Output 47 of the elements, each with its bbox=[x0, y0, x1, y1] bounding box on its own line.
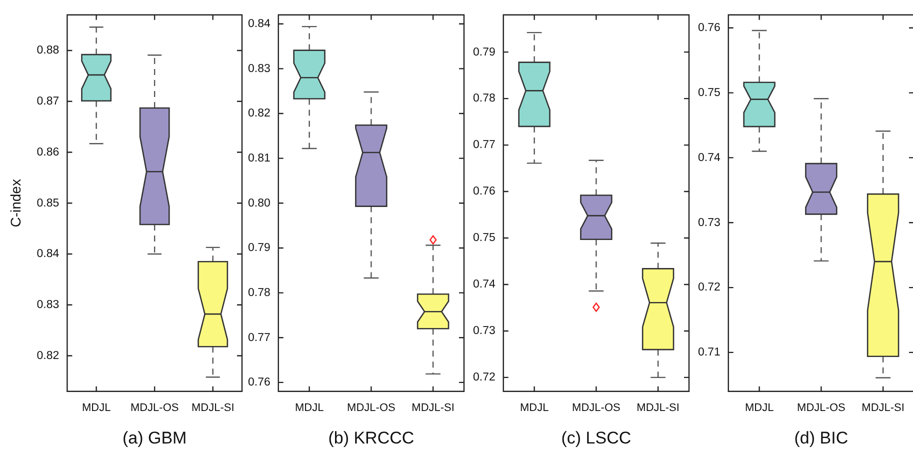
y-tick-label: 0.83 bbox=[248, 62, 270, 75]
y-tick-label: 0.76 bbox=[248, 376, 270, 389]
y-tick-label: 0.77 bbox=[472, 139, 496, 152]
y-tick-label: 0.72 bbox=[472, 372, 496, 384]
x-tick-label: MDJL bbox=[744, 402, 774, 414]
x-tick-label: MDJL bbox=[82, 402, 111, 414]
x-axis-title: (d) BIC bbox=[794, 428, 848, 448]
x-tick-label: MDJL-SI bbox=[862, 402, 904, 414]
y-tick-label: 0.87 bbox=[36, 96, 60, 108]
x-axis-title: (a) GBM bbox=[122, 428, 187, 448]
y-tick-label: 0.78 bbox=[472, 92, 496, 105]
y-tick-label: 0.81 bbox=[248, 152, 270, 164]
y-tick-label: 0.74 bbox=[472, 278, 496, 291]
y-tick-label: 0.76 bbox=[472, 186, 496, 198]
y-tick-label: 0.76 bbox=[698, 22, 720, 34]
y-tick-label: 0.74 bbox=[698, 152, 721, 164]
x-tick-label: MDJL-SI bbox=[191, 402, 234, 414]
y-axis-title: C-index bbox=[7, 179, 24, 228]
y-tick-label: 0.77 bbox=[248, 332, 270, 344]
y-tick-label: 0.82 bbox=[248, 108, 270, 120]
y-tick-label: 0.75 bbox=[698, 86, 720, 99]
y-tick-label: 0.73 bbox=[698, 216, 720, 229]
x-axis-title: (c) LSCC bbox=[561, 428, 632, 448]
y-tick-label: 0.84 bbox=[36, 248, 60, 260]
y-tick-label: 0.84 bbox=[248, 18, 271, 30]
y-tick-label: 0.88 bbox=[36, 44, 60, 57]
x-tick-label: MDJL bbox=[520, 402, 549, 414]
x-tick-label: MDJL-OS bbox=[347, 402, 396, 414]
y-tick-label: 0.82 bbox=[36, 350, 60, 362]
y-tick-label: 0.79 bbox=[248, 242, 270, 254]
y-tick-label: 0.78 bbox=[248, 286, 270, 299]
x-tick-label: MDJL-SI bbox=[412, 402, 454, 414]
x-tick-label: MDJL-OS bbox=[572, 402, 620, 414]
x-axis-title: (b) KRCCC bbox=[328, 428, 414, 448]
x-tick-label: MDJL-SI bbox=[636, 402, 680, 414]
y-tick-label: 0.86 bbox=[36, 146, 60, 158]
x-tick-label: MDJL-OS bbox=[797, 402, 846, 414]
y-tick-label: 0.80 bbox=[248, 197, 270, 210]
y-tick-label: 0.73 bbox=[472, 325, 496, 338]
x-tick-label: MDJL-OS bbox=[130, 402, 179, 414]
y-tick-label: 0.83 bbox=[36, 299, 60, 312]
y-tick-label: 0.85 bbox=[36, 197, 60, 210]
y-tick-label: 0.72 bbox=[698, 282, 720, 294]
x-tick-label: MDJL bbox=[294, 402, 324, 414]
y-tick-label: 0.75 bbox=[472, 232, 496, 244]
y-tick-label: 0.71 bbox=[698, 346, 720, 359]
y-tick-label: 0.79 bbox=[472, 46, 496, 58]
